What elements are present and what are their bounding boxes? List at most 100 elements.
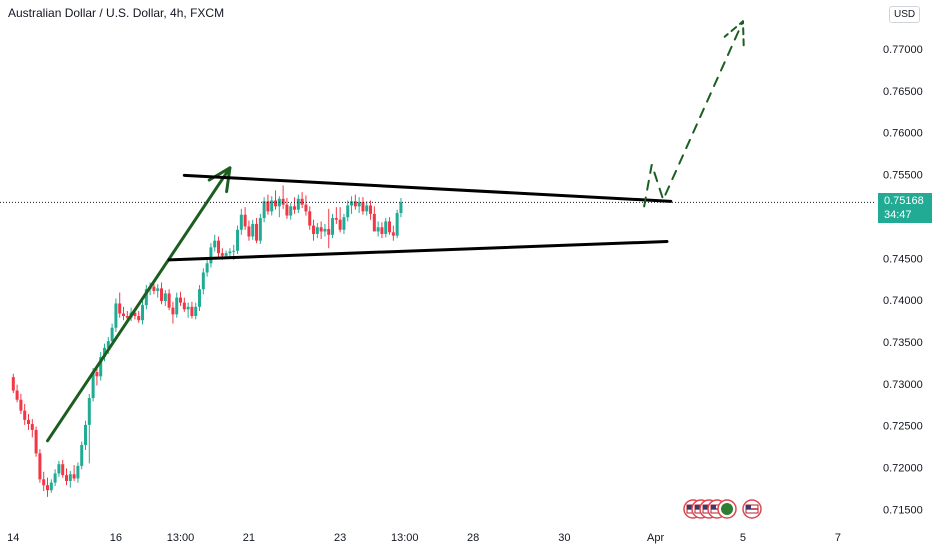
candle-body [49, 482, 53, 491]
candle-body [338, 219, 342, 230]
x-tick-label: 14 [7, 532, 19, 544]
candle-body [38, 453, 42, 480]
flag-canton [711, 505, 716, 509]
x-tick-label: 21 [243, 532, 255, 544]
flag-canton [687, 505, 692, 509]
candle-body [243, 214, 247, 227]
candle-body [190, 306, 194, 317]
candle-body [251, 223, 255, 237]
candle-body [376, 227, 380, 232]
y-tick-label: 0.74500 [883, 253, 923, 265]
economic-event-globe-icon[interactable] [717, 499, 737, 519]
candle-body [380, 227, 384, 234]
candle-body [23, 410, 27, 420]
candle-body [186, 306, 190, 310]
candle-body [19, 399, 23, 411]
flag-canton [746, 505, 751, 509]
candle-body [152, 286, 156, 291]
candle-body [80, 444, 84, 466]
y-tick-label: 0.73500 [883, 337, 923, 349]
candle-body [53, 473, 57, 483]
candle-body [15, 390, 19, 400]
candle-body [217, 240, 221, 254]
candle-body [369, 205, 373, 214]
candle-body [110, 327, 114, 342]
y-tick-label: 0.73000 [883, 379, 923, 391]
candle-body [323, 228, 327, 232]
candle-body [182, 302, 186, 310]
x-tick-label: 7 [835, 532, 841, 544]
candle-body [285, 204, 289, 216]
symbol-title[interactable]: Australian Dollar / U.S. Dollar, 4h, FXC… [8, 6, 225, 20]
candle-body [289, 206, 293, 216]
x-tick-label: 28 [467, 532, 479, 544]
candle-body [300, 198, 304, 205]
currency-button[interactable]: USD [889, 6, 921, 23]
candle-body [144, 289, 148, 306]
arrow-head [207, 166, 232, 194]
economic-event-flag-icon[interactable] [742, 499, 762, 519]
y-tick-label: 0.72500 [883, 421, 923, 433]
candle-body [270, 200, 274, 212]
candle-body [262, 201, 266, 219]
candle-body [163, 293, 167, 301]
x-tick-label: 30 [558, 532, 570, 544]
candle-body [372, 213, 376, 232]
candle-body [213, 240, 217, 248]
candle-body [65, 475, 69, 481]
candle-body [266, 201, 270, 212]
candle-body [27, 419, 31, 425]
price-axis[interactable]: 0.770000.765000.760000.755000.750000.745… [883, 44, 923, 517]
candle-body [308, 211, 312, 226]
candle-body [342, 217, 346, 230]
candle-body [201, 272, 205, 290]
y-tick-label: 0.74000 [883, 295, 923, 307]
candle-body [133, 312, 137, 317]
economic-events[interactable] [683, 499, 762, 519]
candle-body [61, 464, 65, 476]
trend-arrow[interactable] [643, 20, 744, 208]
candle-body [395, 213, 399, 236]
x-tick-label: 13:00 [167, 532, 195, 544]
candle-body [34, 429, 38, 454]
candle-body [236, 229, 240, 251]
candle-body [99, 357, 103, 377]
candle-body [46, 485, 50, 491]
bar-countdown: 34:47 [884, 209, 912, 222]
candle-body [239, 214, 243, 230]
candle-body [198, 289, 202, 307]
candle-body [95, 372, 99, 377]
candle-body [156, 288, 160, 291]
candle-body [346, 205, 350, 218]
annotation-layer[interactable] [46, 20, 745, 443]
flag-canton [703, 505, 708, 509]
time-axis[interactable]: 14 16 13:00 21 23 13:00 28 30 Apr 5 7 [7, 532, 841, 544]
candle-body [296, 198, 300, 210]
candle-body [57, 464, 61, 474]
y-tick-label: 0.76000 [883, 128, 923, 140]
x-tick-label: Apr [647, 532, 664, 544]
candle-body [334, 218, 338, 220]
candle-body [68, 474, 72, 481]
candles-layer [11, 185, 403, 497]
candle-body [179, 297, 183, 303]
candle-body [30, 424, 34, 430]
trend-arrow[interactable] [46, 166, 232, 443]
candle-body [160, 288, 164, 301]
candle-body [331, 218, 335, 235]
candle-body [91, 372, 95, 399]
y-tick-label: 0.75500 [883, 170, 923, 182]
candle-body [72, 474, 76, 479]
candle-body [224, 253, 228, 256]
candle-body [353, 201, 357, 207]
y-tick-label: 0.76500 [883, 86, 923, 98]
pattern-trendline[interactable] [182, 173, 673, 203]
flag-canton [695, 505, 700, 509]
x-tick-label: 5 [740, 532, 746, 544]
pattern-trendline[interactable] [167, 240, 669, 262]
y-tick-label: 0.71500 [883, 504, 923, 516]
candle-body [281, 198, 285, 205]
last-price-value: 0.75168 [884, 195, 924, 208]
